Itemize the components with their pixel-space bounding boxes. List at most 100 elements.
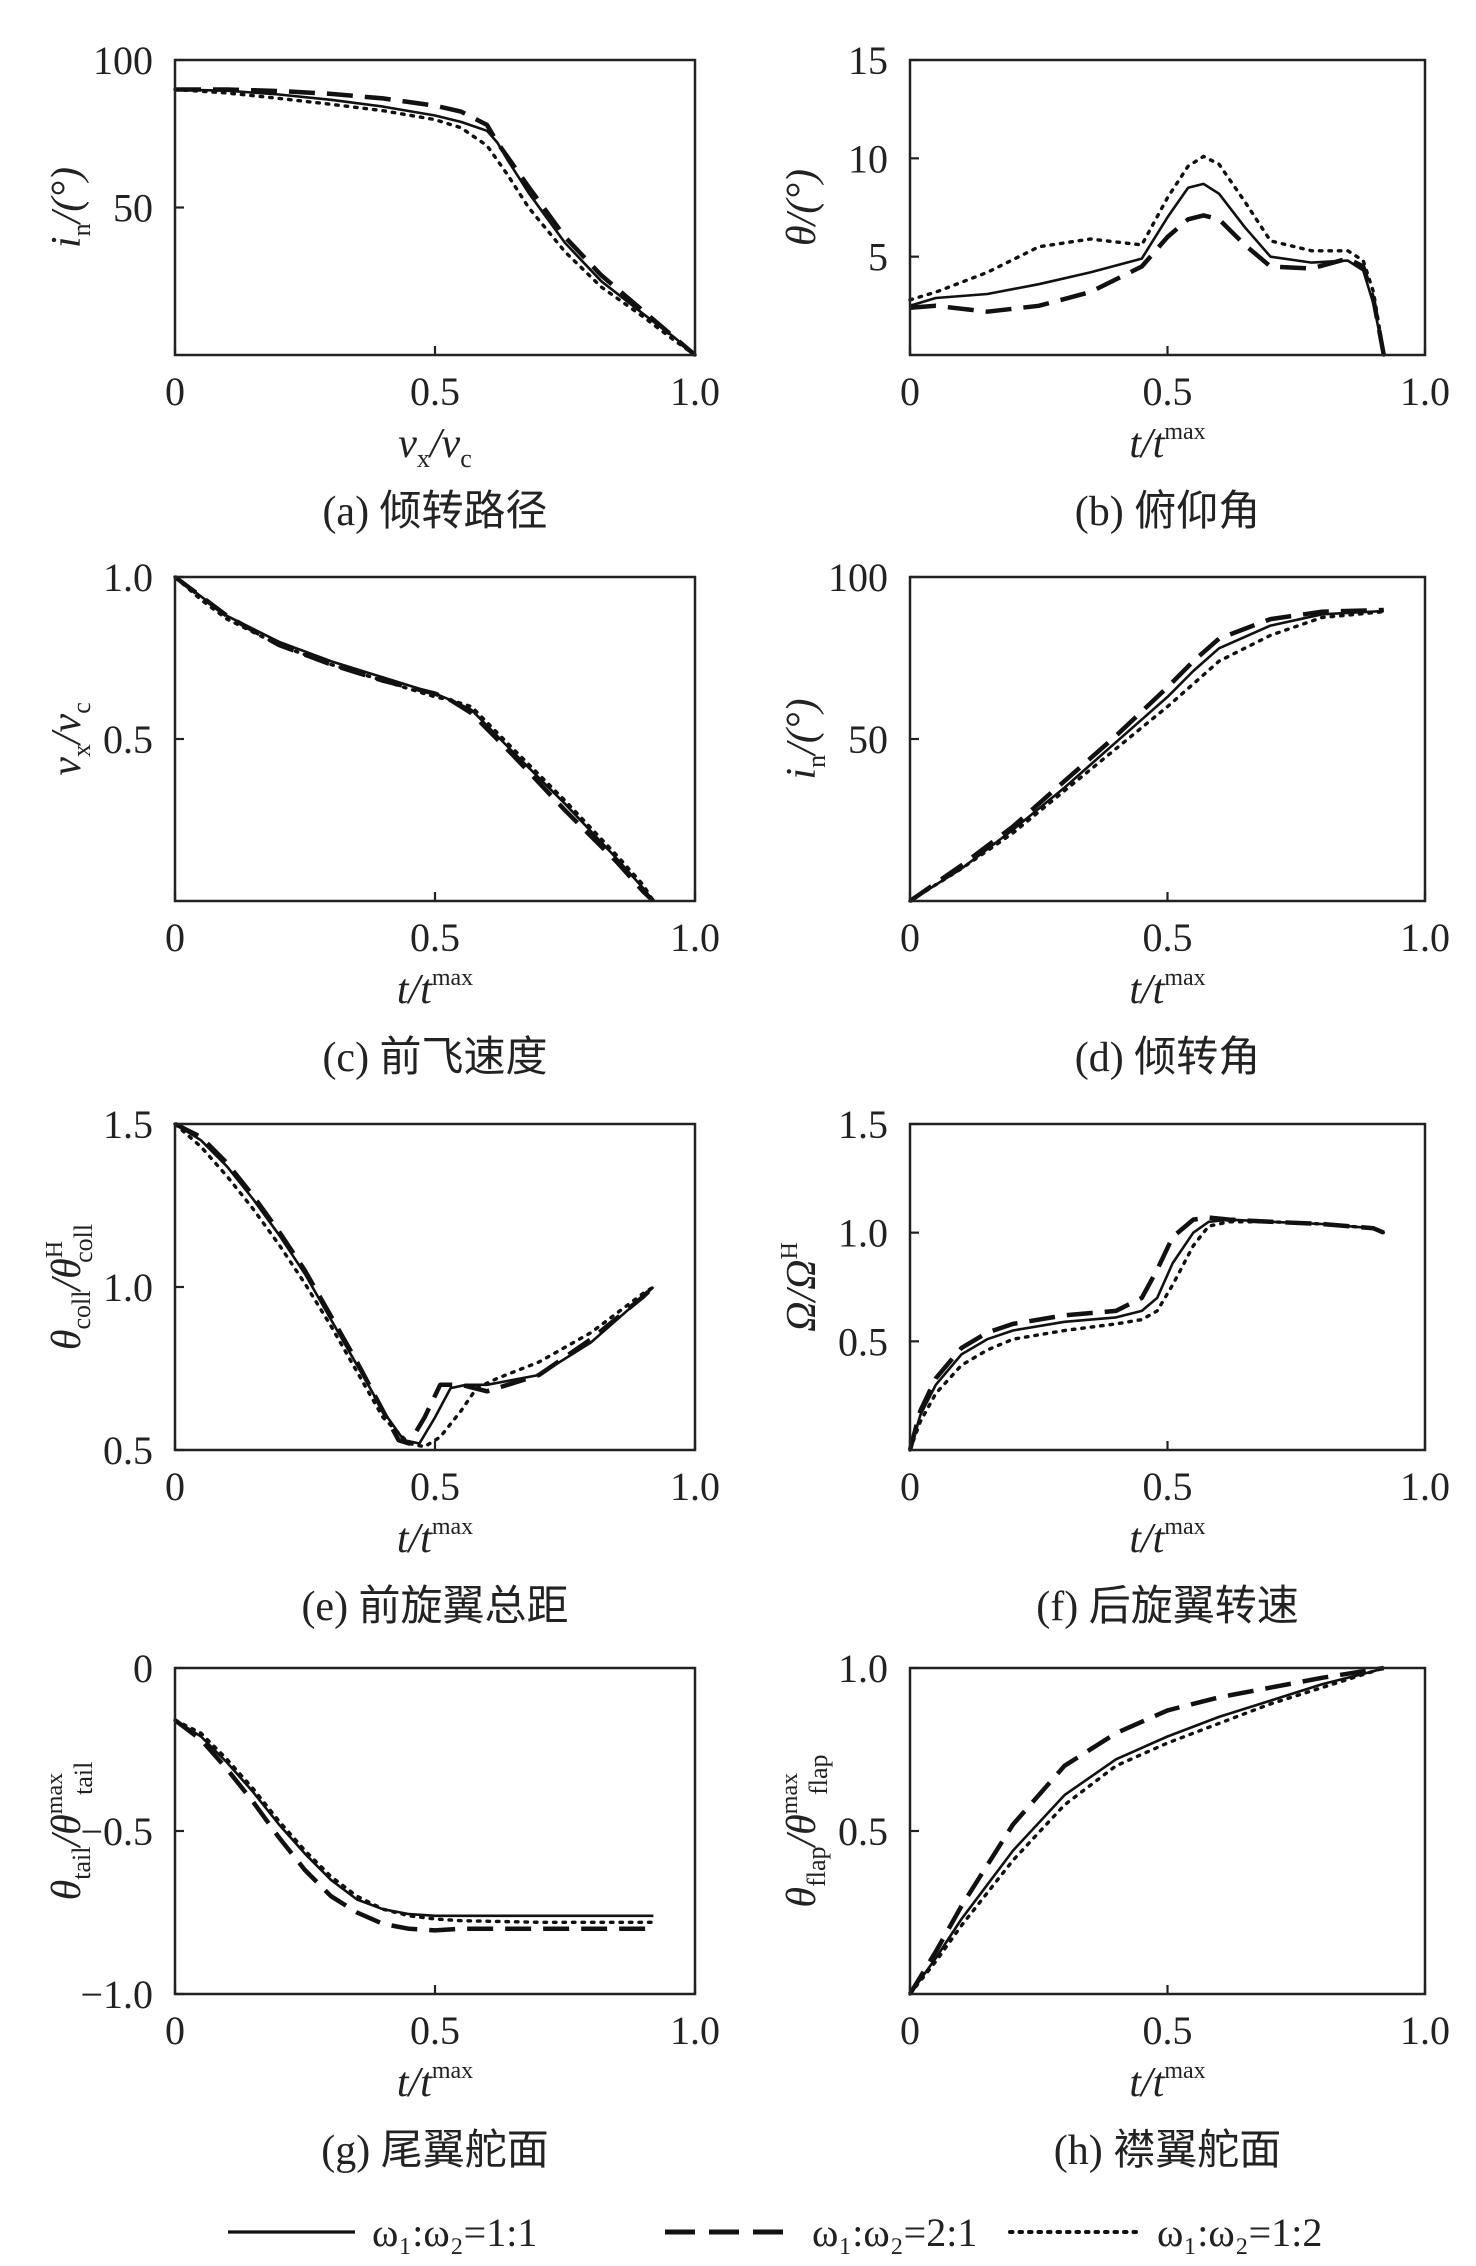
plot-frame-a	[173, 58, 697, 357]
caption-b: (b) 俯仰角	[1075, 488, 1260, 535]
y-tick-label: 1.5	[103, 1102, 153, 1147]
chart-panel-a: 0 0.5 1.0 50 100 vx​/vc​ in​/(°) (a) 倾转路径	[44, 38, 720, 535]
x-tick-label: 1.0	[670, 1464, 720, 1509]
x-tick-label: 0.5	[1143, 1464, 1193, 1509]
series-line-a-s1	[174, 88, 696, 356]
y-tick-label: 100	[93, 38, 153, 83]
x-tick-label: 0.5	[1143, 915, 1193, 960]
y-tick-label: 10	[848, 136, 888, 181]
x-tick-label: 0	[900, 369, 920, 414]
y-axis-label-b: θ/(°)	[779, 169, 825, 246]
series-line-c-s2	[173, 575, 655, 903]
y-tick-label: 1.0	[838, 1211, 888, 1256]
x-tick-label: 0	[900, 915, 920, 960]
chart-panel-b: 0 0.5 1.0 5 10 15 t/tmax​ θ/(°) (b) 俯仰角	[779, 38, 1450, 535]
series-line-d-s1	[909, 609, 1384, 903]
x-axis-label-d: t/tmax​	[1129, 965, 1205, 1013]
plot-frame-g	[173, 1666, 697, 1996]
series-line-b-s2	[909, 213, 1387, 356]
x-tick-label: 0	[165, 369, 185, 414]
y-tick-label: 0.5	[838, 1319, 888, 1364]
legend-label-s3: ω₁:ω₂=1:2	[1157, 2210, 1322, 2255]
legend-label-s1: ω₁:ω₂=1:1	[372, 2210, 537, 2255]
y-axis-label-a: in​/(°)	[44, 167, 96, 248]
chart-panel-d: 0 0.5 1.0 50 100 t/tmax​ in​/(°) (d) 倾转角	[779, 555, 1450, 1081]
x-tick-label: 1.0	[1400, 369, 1450, 414]
series-line-b-s3	[908, 154, 1386, 357]
y-tick-label: −0.5	[80, 1809, 153, 1854]
series-line-e-s1	[174, 1122, 655, 1445]
x-axis-label-e: t/tmax​	[397, 1514, 473, 1562]
y-tick-label: 1.0	[103, 1265, 153, 1310]
series-line-h-s2	[908, 1665, 1385, 1996]
series-line-a-s2	[175, 87, 697, 357]
series-line-b-s1	[909, 182, 1386, 356]
plot-frame-h	[908, 1666, 1427, 1996]
x-tick-label: 0	[900, 1464, 920, 1509]
x-axis-label-g: t/tmax​	[397, 2058, 473, 2106]
x-tick-label: 0	[165, 915, 185, 960]
x-axis-label-h: t/tmax​	[1129, 2058, 1205, 2106]
x-tick-label: 1.0	[1400, 915, 1450, 960]
x-axis-label-f: t/tmax​	[1129, 1514, 1205, 1562]
series-line-g-s1	[174, 1719, 654, 1918]
x-tick-label: 0.5	[410, 2008, 460, 2053]
x-tick-label: 1.0	[670, 915, 720, 960]
y-tick-label: 0.5	[103, 1428, 153, 1473]
series-line-g-s3	[173, 1718, 656, 1924]
x-tick-label: 0	[900, 2008, 920, 2053]
series-line-f-s3	[908, 1220, 1386, 1452]
x-tick-label: 0.5	[1143, 2008, 1193, 2053]
x-tick-label: 0	[165, 1464, 185, 1509]
legend: ω₁:ω₂=1:1 ω₁:ω₂=2:1 ω₁:ω₂=1:2	[228, 2210, 1322, 2255]
caption-h: (h) 襟翼舵面	[1054, 2128, 1281, 2174]
x-tick-label: 1.0	[1400, 2008, 1450, 2053]
chart-panel-c: 0 0.5 1.0 0.5 1.0 t/tmax​ vx​/vc​ (c) 前飞速度	[44, 555, 720, 1081]
y-tick-label: 1.0	[103, 555, 153, 600]
y-axis-label-e: θcoll​/θHcoll​	[42, 1224, 98, 1350]
plot-frame-f	[908, 1122, 1427, 1452]
series-line-e-s3	[173, 1122, 656, 1449]
y-tick-label: 100	[828, 555, 888, 600]
series-line-h-s1	[908, 1666, 1385, 1995]
y-axis-label-h: θflap​/θmaxflap​	[777, 1754, 833, 1907]
series-line-h-s3	[908, 1666, 1386, 1996]
series-line-d-s2	[908, 607, 1384, 903]
series-line-d-s3	[908, 610, 1386, 903]
chart-panel-h: 0 0.5 1.0 0.5 1.0 t/tmax​ θflap​/θmaxflap​ (h) …	[777, 1646, 1450, 2174]
chart-panel-g: 0 0.5 1.0 −1.0 −0.5 0 t/tmax​ θtail​/θmaxtail​ (…	[42, 1646, 720, 2174]
y-axis-label-f: Ω/ΩH​	[777, 1242, 825, 1332]
y-tick-label: 1.5	[838, 1102, 888, 1147]
x-tick-label: 0.5	[1143, 369, 1193, 414]
y-tick-label: 50	[848, 717, 888, 762]
x-tick-label: 0.5	[410, 369, 460, 414]
x-tick-label: 0.5	[410, 1464, 460, 1509]
legend-label-s2: ω₁:ω₂=2:1	[812, 2210, 977, 2255]
chart-panel-e: 0 0.5 1.0 0.5 1.0 1.5 t/tmax​ θcoll​/θHcoll​ (e)…	[42, 1102, 720, 1630]
caption-c: (c) 前飞速度	[322, 1035, 547, 1081]
caption-g: (g) 尾翼舵面	[321, 2128, 548, 2174]
caption-e: (e) 前旋翼总距	[301, 1584, 568, 1630]
plot-frame-e	[173, 1122, 697, 1452]
y-tick-label: 0.5	[838, 1809, 888, 1854]
y-axis-label-g: θtail​/θmaxtail​	[42, 1762, 98, 1901]
y-axis-label-c: vx​/vc​	[44, 702, 96, 776]
x-tick-label: 1.0	[670, 2008, 720, 2053]
x-axis-label-b: t/tmax​	[1129, 419, 1205, 467]
caption-f: (f) 后旋翼转速	[1036, 1584, 1298, 1630]
x-tick-label: 1.0	[670, 369, 720, 414]
caption-a: (a) 倾转路径	[322, 489, 547, 535]
series-line-g-s2	[173, 1718, 654, 1933]
series-line-a-s3	[173, 87, 697, 357]
y-tick-label: 50	[113, 186, 153, 231]
series-line-e-s2	[173, 1121, 655, 1446]
series-line-f-s2	[907, 1215, 1385, 1451]
chart-panel-f: 0 0.5 1.0 0.5 1.0 1.5 t/tmax​ Ω/ΩH​ (f) 后旋翼转速	[777, 1102, 1450, 1630]
x-tick-label: 0	[165, 2008, 185, 2053]
series-line-c-s3	[173, 575, 656, 903]
y-tick-label: 15	[848, 38, 888, 83]
y-axis-label-d: in​/(°)	[779, 698, 831, 779]
y-tick-label: 0.5	[103, 717, 153, 762]
y-tick-label: 5	[868, 235, 888, 280]
